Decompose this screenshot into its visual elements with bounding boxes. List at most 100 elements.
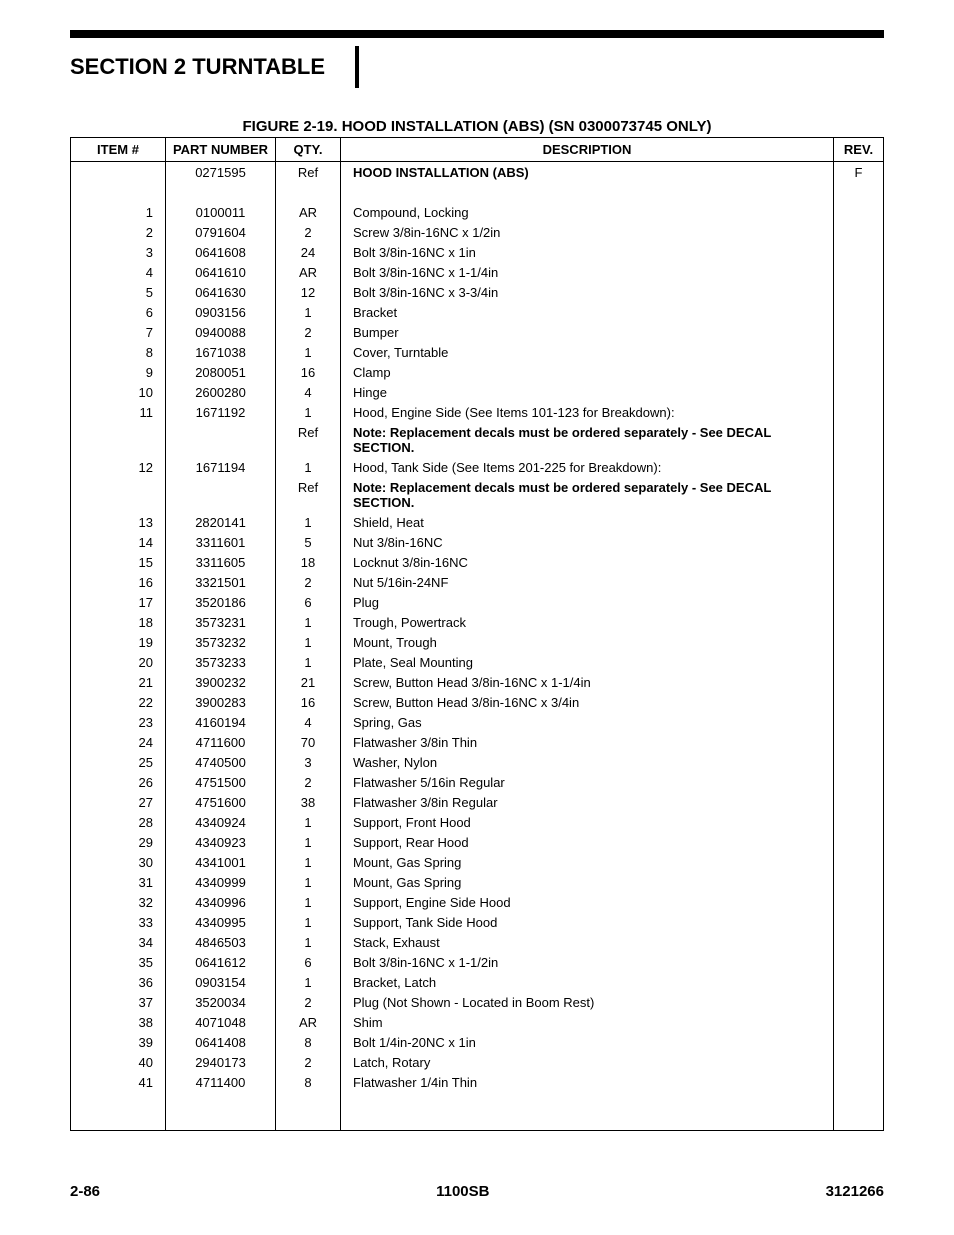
table-row: 39 0641408 8 Bolt 1/4in-20NC x 1in xyxy=(71,1032,884,1052)
cell-qty: 18 xyxy=(276,552,341,572)
table-row: 0271595 Ref HOOD INSTALLATION (ABS) F xyxy=(71,162,884,183)
table-row: 29 4340923 1 Support, Rear Hood xyxy=(71,832,884,852)
cell-part: 3900232 xyxy=(166,672,276,692)
cell-desc: Bolt 3/8in-16NC x 3-3/4in xyxy=(341,282,834,302)
table-row: 31 4340999 1 Mount, Gas Spring xyxy=(71,872,884,892)
cell-item: 41 xyxy=(71,1072,166,1130)
cell-qty: AR xyxy=(276,1012,341,1032)
cell-rev xyxy=(834,932,884,952)
cell-rev xyxy=(834,572,884,592)
cell-desc: Screw 3/8in-16NC x 1/2in xyxy=(341,222,834,242)
cell-part: 0903156 xyxy=(166,302,276,322)
cell-qty: 4 xyxy=(276,712,341,732)
cell-qty: 16 xyxy=(276,362,341,382)
cell-item: 14 xyxy=(71,532,166,552)
cell-qty: 1 xyxy=(276,612,341,632)
cell-rev xyxy=(834,812,884,832)
cell-part: 4846503 xyxy=(166,932,276,952)
cell-part: 1671038 xyxy=(166,342,276,362)
cell-item: 28 xyxy=(71,812,166,832)
cell-part xyxy=(166,422,276,457)
cell-rev xyxy=(834,692,884,712)
cell-rev xyxy=(834,342,884,362)
cell-rev xyxy=(834,712,884,732)
table-row: 4 0641610 AR Bolt 3/8in-16NC x 1-1/4in xyxy=(71,262,884,282)
cell-rev xyxy=(834,912,884,932)
cell-desc: Bolt 3/8in-16NC x 1-1/4in xyxy=(341,262,834,282)
table-row: 26 4751500 2 Flatwasher 5/16in Regular xyxy=(71,772,884,792)
cell-desc: Flatwasher 3/8in Regular xyxy=(341,792,834,812)
cell-rev xyxy=(834,422,884,457)
table-row: 34 4846503 1 Stack, Exhaust xyxy=(71,932,884,952)
header-desc: DESCRIPTION xyxy=(341,138,834,162)
header-qty: QTY. xyxy=(276,138,341,162)
table-row: 9 2080051 16 Clamp xyxy=(71,362,884,382)
cell-item: 4 xyxy=(71,262,166,282)
cell-qty: 1 xyxy=(276,812,341,832)
cell-item: 35 xyxy=(71,952,166,972)
cell-item: 11 xyxy=(71,402,166,422)
cell-rev xyxy=(834,612,884,632)
cell-rev xyxy=(834,832,884,852)
cell-qty: 2 xyxy=(276,772,341,792)
cell-rev xyxy=(834,282,884,302)
cell-qty: 1 xyxy=(276,892,341,912)
cell-qty: 2 xyxy=(276,992,341,1012)
cell-desc: Clamp xyxy=(341,362,834,382)
table-row: 28 4340924 1 Support, Front Hood xyxy=(71,812,884,832)
cell-part: 0641630 xyxy=(166,282,276,302)
cell-rev xyxy=(834,892,884,912)
cell-item xyxy=(71,162,166,183)
cell-desc: Mount, Gas Spring xyxy=(341,872,834,892)
cell-item xyxy=(71,422,166,457)
cell-desc: Plug (Not Shown - Located in Boom Rest) xyxy=(341,992,834,1012)
cell-part: 4711600 xyxy=(166,732,276,752)
cell-part xyxy=(166,477,276,512)
cell-part: 3311605 xyxy=(166,552,276,572)
cell-desc: Mount, Gas Spring xyxy=(341,852,834,872)
cell-qty: AR xyxy=(276,262,341,282)
cell-item: 8 xyxy=(71,342,166,362)
table-row: 11 1671192 1 Hood, Engine Side (See Item… xyxy=(71,402,884,422)
cell-desc: Bumper xyxy=(341,322,834,342)
cell-rev xyxy=(834,592,884,612)
table-row: 23 4160194 4 Spring, Gas xyxy=(71,712,884,732)
cell-part: 4340996 xyxy=(166,892,276,912)
cell-desc: Cover, Turntable xyxy=(341,342,834,362)
table-row: 32 4340996 1 Support, Engine Side Hood xyxy=(71,892,884,912)
cell-rev xyxy=(834,872,884,892)
cell-item: 33 xyxy=(71,912,166,932)
cell-rev xyxy=(834,222,884,242)
table-row: 10 2600280 4 Hinge xyxy=(71,382,884,402)
cell-qty: 1 xyxy=(276,652,341,672)
cell-item: 34 xyxy=(71,932,166,952)
table-row: 37 3520034 2 Plug (Not Shown - Located i… xyxy=(71,992,884,1012)
cell-part: 0940088 xyxy=(166,322,276,342)
cell-qty: 8 xyxy=(276,1072,341,1130)
section-header: SECTION 2 TURNTABLE xyxy=(70,46,884,88)
cell-qty: AR xyxy=(276,202,341,222)
cell-rev xyxy=(834,402,884,422)
parts-table: ITEM # PART NUMBER QTY. DESCRIPTION REV.… xyxy=(70,137,884,1131)
table-row: 21 3900232 21 Screw, Button Head 3/8in-1… xyxy=(71,672,884,692)
cell-rev xyxy=(834,477,884,512)
table-row: 15 3311605 18 Locknut 3/8in-16NC xyxy=(71,552,884,572)
cell-part: 4160194 xyxy=(166,712,276,732)
cell-qty: 1 xyxy=(276,457,341,477)
cell-rev xyxy=(834,262,884,282)
cell-qty: 3 xyxy=(276,752,341,772)
cell-desc: HOOD INSTALLATION (ABS) xyxy=(341,162,834,183)
cell-part: 0641608 xyxy=(166,242,276,262)
cell-desc: Support, Engine Side Hood xyxy=(341,892,834,912)
cell-desc: Support, Front Hood xyxy=(341,812,834,832)
cell-item: 38 xyxy=(71,1012,166,1032)
cell-qty: 1 xyxy=(276,342,341,362)
cell-qty: 1 xyxy=(276,632,341,652)
table-row: 18 3573231 1 Trough, Powertrack xyxy=(71,612,884,632)
cell-qty: 6 xyxy=(276,592,341,612)
cell-part: 4341001 xyxy=(166,852,276,872)
cell-item: 18 xyxy=(71,612,166,632)
cell-qty: 4 xyxy=(276,382,341,402)
cell-item: 10 xyxy=(71,382,166,402)
cell-desc: Bracket, Latch xyxy=(341,972,834,992)
